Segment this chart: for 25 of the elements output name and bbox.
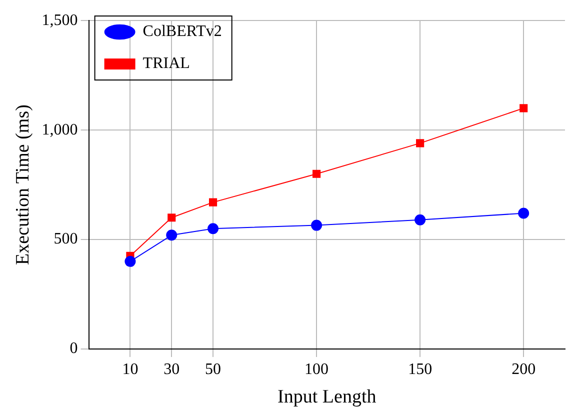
y-axis-title: Execution Time (ms) (12, 104, 34, 266)
x-axis-title: Input Length (278, 386, 377, 408)
point (166, 230, 178, 241)
x-tick-label: 30 (164, 360, 180, 378)
point (311, 220, 322, 231)
y-tick-label: 1,000 (42, 121, 78, 138)
x-tick-label: 50 (205, 360, 222, 378)
x-tick-label: 100 (304, 360, 329, 378)
point (124, 256, 136, 267)
x-tick-label: 10 (122, 360, 138, 378)
point (520, 104, 528, 112)
y-tick-label: 1,500 (42, 12, 78, 29)
y-tick-label: 500 (54, 230, 78, 248)
legend-label: TRIAL (142, 55, 190, 72)
point (168, 214, 176, 222)
y-tick-label: 0 (70, 340, 78, 358)
point (312, 170, 321, 178)
x-tick-label: 150 (408, 360, 432, 378)
point (518, 208, 530, 219)
x-tick-label: 200 (512, 360, 536, 378)
point (208, 198, 218, 206)
point (416, 139, 424, 148)
point (414, 214, 426, 226)
legend-label: ColBERTv2 (142, 23, 222, 40)
point (208, 223, 219, 234)
